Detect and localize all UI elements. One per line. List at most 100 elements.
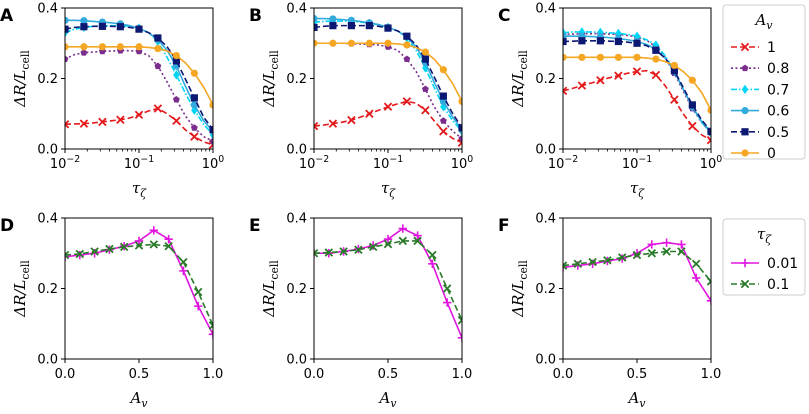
x-tick-label-A: 10−2 xyxy=(50,154,80,172)
data-point-B-1-6 xyxy=(365,109,374,118)
data-point-C-1-14 xyxy=(688,121,697,131)
data-point-D-0.01-9 xyxy=(194,301,203,311)
data-point-C-0.5-14 xyxy=(688,101,696,109)
data-point-B-0.5-8 xyxy=(384,24,392,32)
x-tick-label-A: 10−1 xyxy=(124,154,154,172)
panel-label-B: B xyxy=(249,6,262,26)
x-tick-label-C: 100 xyxy=(700,154,723,172)
y-tick-label-A: 0.2 xyxy=(37,72,58,87)
data-point-C-0.5-6 xyxy=(614,37,622,46)
x-axis-label-C: τζ xyxy=(630,179,645,200)
x-tick-label-D: 0.0 xyxy=(55,367,76,382)
data-point-C-0.5-2 xyxy=(578,37,586,45)
data-point-D-0.1-9 xyxy=(193,287,203,297)
data-point-A-1-4 xyxy=(98,117,107,127)
data-point-F-0.1-3 xyxy=(603,256,612,265)
x-tick-label-C: 10−1 xyxy=(622,154,652,172)
data-point-A-0.5-2 xyxy=(80,23,88,31)
y-tick-label-F: 0.0 xyxy=(535,353,556,368)
x-tick-label-B: 10−2 xyxy=(299,154,329,172)
panel-F: 0.0 0.2 0.4 0.0 0.5 1.0 Av ΔR/Lcell F xyxy=(498,212,721,411)
y-tick-label-E: 0.0 xyxy=(286,353,307,368)
data-point-A-0.8-12 xyxy=(172,96,180,103)
panel-label-A: A xyxy=(0,6,14,26)
x-axis-label-F: Av xyxy=(627,389,646,410)
legend-bottom-entry-0.01: 0.01 xyxy=(731,256,798,272)
series-F-0.1 xyxy=(563,247,711,286)
data-point-A-0-8 xyxy=(135,43,143,51)
data-point-E-0.01-10 xyxy=(457,333,462,343)
legend-top-entry-0.7: 0.7 xyxy=(731,82,789,98)
data-point-E-0.01-5 xyxy=(383,234,393,244)
data-point-F-0.1-5 xyxy=(632,250,642,260)
y-tick-label-D: 0.0 xyxy=(37,353,58,368)
series-line-B-0.6 xyxy=(314,17,462,131)
y-axis-label-D: ΔR/Lcell xyxy=(11,260,32,318)
data-point-A-0-14 xyxy=(190,69,198,77)
data-point-A-0.5-10 xyxy=(154,34,162,42)
legend-bottom-marker-0.1 xyxy=(740,279,750,289)
data-point-F-0.1-9 xyxy=(691,259,701,269)
data-point-B-0.6-2 xyxy=(329,15,337,23)
data-point-B-0.5-2 xyxy=(329,22,337,30)
data-point-B-0.6-0 xyxy=(314,14,318,23)
legend-top-marker-0 xyxy=(741,149,749,157)
data-point-E-0.01-9 xyxy=(443,298,452,307)
data-point-A-0.6-0 xyxy=(65,16,69,24)
legend-bottom-title: τζ xyxy=(757,225,772,246)
data-point-B-0.5-4 xyxy=(347,22,355,30)
data-point-A-0-2 xyxy=(80,43,88,51)
panel-label-F: F xyxy=(498,216,510,236)
legend-top-label-0.6: 0.6 xyxy=(767,104,789,120)
legend-bottom-label-0.01: 0.01 xyxy=(767,256,798,272)
data-point-D-0.1-5 xyxy=(134,241,144,250)
panel-E: 0.0 0.2 0.4 0.0 0.5 1.0 Av ΔR/Lcell E xyxy=(249,212,472,411)
axes-frame-F xyxy=(562,217,712,360)
data-point-A-0.8-10 xyxy=(154,62,162,70)
data-point-B-0-8 xyxy=(384,39,392,47)
series-line-E-0.1 xyxy=(314,240,462,321)
y-tick-label-B: 0.0 xyxy=(286,143,307,158)
data-point-F-0.01-10 xyxy=(706,296,711,306)
series-B-0.8 xyxy=(314,39,462,142)
data-point-D-0.1-10 xyxy=(208,321,213,330)
data-point-B-1-4 xyxy=(347,115,356,125)
x-tick-label-A: 100 xyxy=(202,154,225,172)
data-point-A-0.5-14 xyxy=(190,94,198,102)
data-point-A-0-16 xyxy=(209,101,213,109)
data-point-B-1-0 xyxy=(314,121,319,131)
data-point-C-0.5-16 xyxy=(707,127,711,135)
data-point-F-0.1-6 xyxy=(647,249,657,258)
data-point-E-0.01-8 xyxy=(428,259,437,269)
series-A-1 xyxy=(65,104,213,149)
data-point-A-0-12 xyxy=(172,51,180,60)
legend-top-marker-0.5 xyxy=(741,128,749,136)
data-point-A-0.7-12 xyxy=(173,70,180,80)
legend-top-entry-1: 1 xyxy=(731,40,776,56)
y-tick-label-F: 0.4 xyxy=(535,212,556,227)
data-point-B-0.8-12 xyxy=(421,85,429,92)
data-point-C-1-10 xyxy=(651,70,661,80)
data-point-E-0.1-10 xyxy=(457,315,462,325)
legend-bottom-entry-0.1: 0.1 xyxy=(731,277,789,293)
data-point-B-0.8-14 xyxy=(439,117,447,124)
x-tick-label-F: 1.0 xyxy=(701,367,722,382)
data-point-A-1-8 xyxy=(134,110,144,120)
data-point-B-0.5-10 xyxy=(403,32,411,40)
data-point-D-0.1-4 xyxy=(119,242,129,252)
data-point-B-1-14 xyxy=(439,127,448,136)
data-point-B-0-6 xyxy=(365,39,373,47)
y-tick-label-B: 0.2 xyxy=(286,72,307,87)
series-E-0.01 xyxy=(314,224,462,343)
y-tick-label-A: 0.4 xyxy=(37,2,58,17)
data-point-A-0.8-2 xyxy=(80,49,88,56)
data-point-B-0.8-10 xyxy=(403,55,411,63)
x-tick-label-C: 10−2 xyxy=(548,154,578,172)
x-axis-label-A: τζ xyxy=(132,179,147,200)
data-point-E-0.1-8 xyxy=(428,250,437,260)
panel-B: 0.0 0.2 0.4 10−2 10−1 100 τζ ΔR/Lcell B xyxy=(249,2,473,201)
x-tick-label-B: 100 xyxy=(451,154,474,172)
data-point-F-0.1-0 xyxy=(563,261,568,270)
series-B-0.6 xyxy=(314,14,462,134)
